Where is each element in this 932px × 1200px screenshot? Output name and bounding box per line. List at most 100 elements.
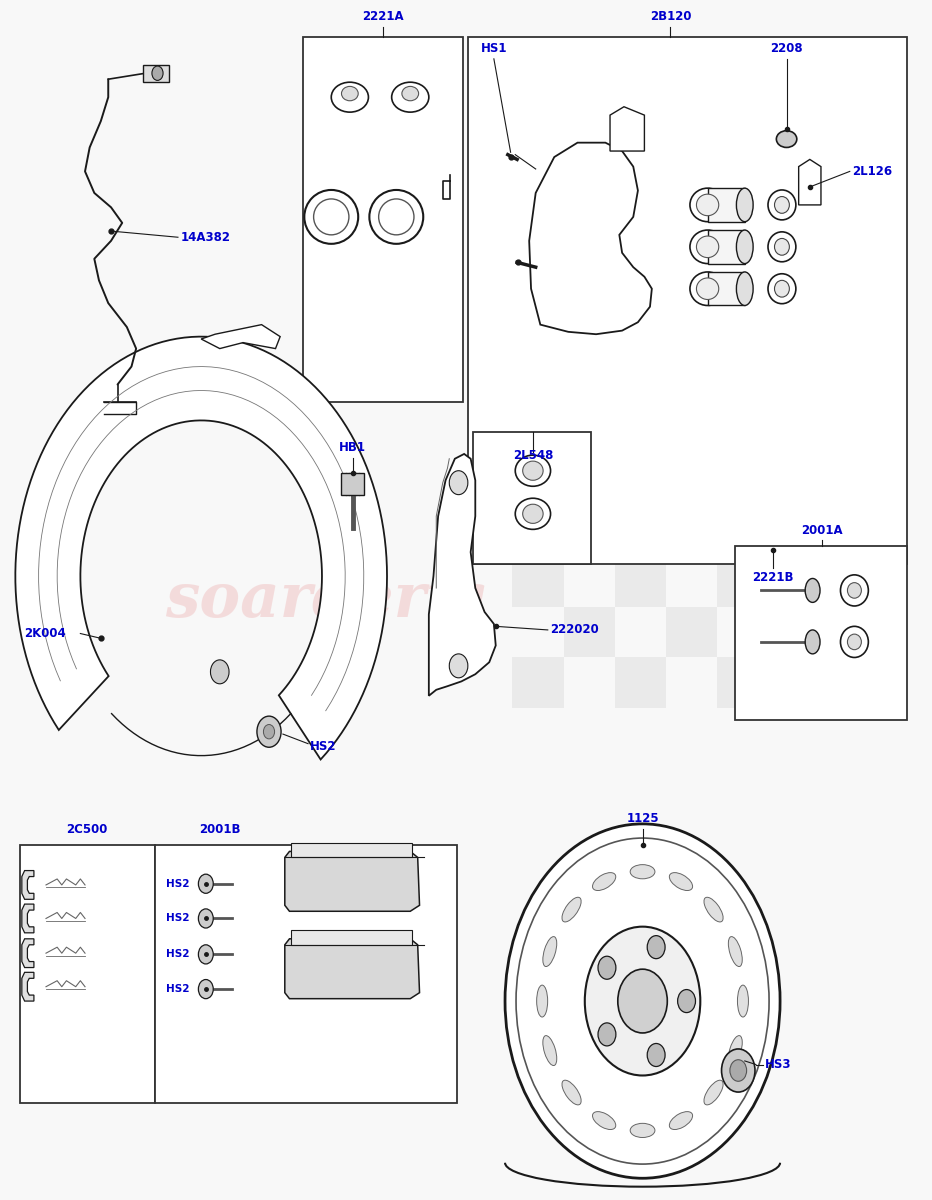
Circle shape: [449, 654, 468, 678]
Circle shape: [449, 470, 468, 494]
Bar: [768, 607, 819, 658]
Ellipse shape: [690, 230, 725, 264]
Bar: [707, 188, 745, 222]
Circle shape: [647, 936, 665, 959]
Text: HS2: HS2: [166, 984, 189, 994]
Ellipse shape: [774, 197, 789, 214]
Ellipse shape: [805, 578, 820, 602]
Bar: [341, 473, 363, 494]
Ellipse shape: [736, 272, 753, 306]
Bar: [615, 658, 665, 708]
Ellipse shape: [542, 1036, 556, 1066]
Ellipse shape: [696, 278, 719, 300]
Bar: [143, 65, 169, 82]
Ellipse shape: [728, 936, 742, 966]
Bar: [473, 432, 592, 564]
Bar: [564, 607, 615, 658]
Bar: [564, 506, 615, 557]
Polygon shape: [21, 938, 34, 967]
Ellipse shape: [696, 236, 719, 258]
Circle shape: [199, 944, 213, 964]
Ellipse shape: [736, 188, 753, 222]
Ellipse shape: [378, 199, 414, 235]
Ellipse shape: [847, 634, 861, 649]
Ellipse shape: [704, 898, 723, 922]
Polygon shape: [799, 160, 821, 205]
Text: 2K004: 2K004: [24, 628, 66, 640]
Ellipse shape: [593, 872, 616, 890]
Polygon shape: [21, 870, 34, 899]
Bar: [292, 930, 412, 944]
Ellipse shape: [774, 239, 789, 256]
Text: 2L548: 2L548: [513, 449, 553, 462]
Circle shape: [730, 1060, 747, 1081]
Bar: [304, 37, 463, 402]
Circle shape: [598, 1022, 616, 1046]
Circle shape: [647, 1044, 665, 1067]
Ellipse shape: [704, 1080, 723, 1105]
Circle shape: [199, 874, 213, 893]
Circle shape: [678, 990, 695, 1013]
Text: 1125: 1125: [626, 812, 659, 826]
Text: HB1: HB1: [339, 440, 366, 454]
Ellipse shape: [542, 936, 556, 966]
Bar: [20, 846, 155, 1103]
Text: 2221B: 2221B: [752, 571, 793, 584]
Circle shape: [211, 660, 229, 684]
Ellipse shape: [515, 455, 551, 486]
Bar: [735, 546, 908, 720]
Bar: [768, 506, 819, 557]
Ellipse shape: [841, 575, 869, 606]
Circle shape: [618, 970, 667, 1033]
Circle shape: [152, 66, 163, 80]
Text: 2C500: 2C500: [66, 823, 107, 836]
Ellipse shape: [313, 199, 349, 235]
Ellipse shape: [305, 190, 358, 244]
Text: 2001B: 2001B: [199, 823, 240, 836]
Bar: [292, 844, 412, 858]
Polygon shape: [15, 337, 387, 760]
Polygon shape: [429, 454, 496, 696]
Ellipse shape: [690, 188, 725, 222]
Text: 2B120: 2B120: [650, 10, 692, 23]
Bar: [513, 658, 564, 708]
Ellipse shape: [847, 583, 861, 599]
Ellipse shape: [402, 86, 418, 101]
Polygon shape: [285, 852, 419, 911]
Text: 2221A: 2221A: [363, 10, 404, 23]
Circle shape: [721, 1049, 755, 1092]
Ellipse shape: [523, 504, 543, 523]
Ellipse shape: [391, 83, 429, 112]
Ellipse shape: [736, 230, 753, 264]
Ellipse shape: [696, 194, 719, 216]
Text: HS2: HS2: [166, 878, 189, 889]
Ellipse shape: [562, 1080, 582, 1105]
Ellipse shape: [737, 985, 748, 1018]
Bar: [707, 230, 745, 264]
Ellipse shape: [776, 131, 797, 148]
Ellipse shape: [768, 232, 796, 262]
Polygon shape: [21, 904, 34, 932]
Ellipse shape: [562, 898, 582, 922]
Ellipse shape: [515, 498, 551, 529]
Bar: [665, 607, 717, 658]
Circle shape: [264, 725, 275, 739]
Ellipse shape: [669, 1111, 692, 1129]
Ellipse shape: [669, 872, 692, 890]
Circle shape: [257, 716, 281, 748]
Text: soarderia: soarderia: [165, 570, 488, 630]
Text: 222020: 222020: [550, 624, 598, 636]
Bar: [513, 557, 564, 607]
Text: HS2: HS2: [166, 949, 189, 959]
Ellipse shape: [331, 83, 368, 112]
Ellipse shape: [630, 1123, 655, 1138]
Ellipse shape: [369, 190, 423, 244]
Ellipse shape: [774, 281, 789, 298]
Text: 2001A: 2001A: [802, 523, 843, 536]
Ellipse shape: [341, 86, 358, 101]
Bar: [717, 658, 768, 708]
Ellipse shape: [841, 626, 869, 658]
Bar: [468, 37, 908, 564]
Ellipse shape: [593, 1111, 616, 1129]
Text: 14A382: 14A382: [181, 230, 231, 244]
